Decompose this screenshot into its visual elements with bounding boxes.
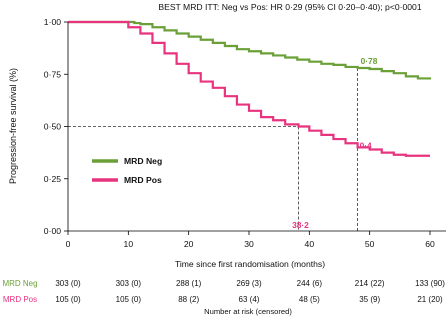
y-axis-label: Progression-free survival (%) [8,68,18,184]
risk-table-cell: 288 (1) [176,279,202,288]
y-tick-label: 0·25 [44,174,61,184]
risk-row-label: MRD Pos [3,295,37,304]
risk-table-cell: 303 (0) [116,279,142,288]
x-tick-label: 60 [425,239,435,249]
annotation-label: 38·2 [292,220,309,230]
x-axis: 0 10 20 30 40 50 60 Time since first randomisa… [66,230,446,269]
y-axis: 0·00 0·25 0·50 0·75 1·00 Progression-free su… [8,17,69,236]
reference-lines [68,67,359,231]
risk-table-cell: 214 (22) [355,279,385,288]
risk-row-label: MRD Neg [2,279,37,288]
x-tick-label: 50 [365,239,375,249]
y-tick-label: 1·00 [44,17,61,27]
legend: MRD Neg MRD Pos [92,156,162,185]
risk-table: Number at risk (censored) MRD Neg 303 (0)… [2,279,445,316]
legend-label: MRD Pos [124,175,162,185]
series-line-mrd-neg [68,20,432,80]
x-tick-label: 30 [244,239,254,249]
chart-title: BEST MRD ITT: Neg vs Pos: HR 0·29 (95% C… [158,2,421,12]
risk-table-title: Number at risk (censored) [204,307,292,316]
risk-table-cell: 88 (2) [178,295,199,304]
x-tick-label: 20 [184,239,194,249]
risk-table-cell: 35 (9) [359,295,380,304]
risk-table-cell: 105 (0) [116,295,142,304]
legend-label: MRD Neg [124,156,162,166]
risk-table-cell: 21 (20) [417,295,443,304]
x-axis-label: Time since first randomisation (months) [175,259,325,269]
x-tick-label: 10 [124,239,134,249]
y-tick-label: 0·75 [44,69,61,79]
risk-table-cell: 105 (0) [55,295,81,304]
series-line-mrd-pos [68,20,430,157]
survival-curves [68,20,432,157]
x-tick-label: 40 [305,239,315,249]
risk-table-cell: 133 (90) [415,279,445,288]
risk-table-cell: 244 (6) [297,279,323,288]
risk-table-cell: 48 (5) [299,295,320,304]
risk-table-cell: 63 (4) [239,295,260,304]
plot-area [68,20,432,231]
y-tick-label: 0·50 [44,122,61,132]
x-tick-label: 0 [66,239,71,249]
y-tick-label: 0·00 [44,226,61,236]
annotation-label: 0·78 [361,56,378,66]
annotation-label: 0·4 [360,140,372,150]
annotations: 0·78 0·4 38·2 [292,56,378,230]
risk-table-cell: 269 (3) [236,279,262,288]
risk-table-cell: 303 (0) [55,279,81,288]
